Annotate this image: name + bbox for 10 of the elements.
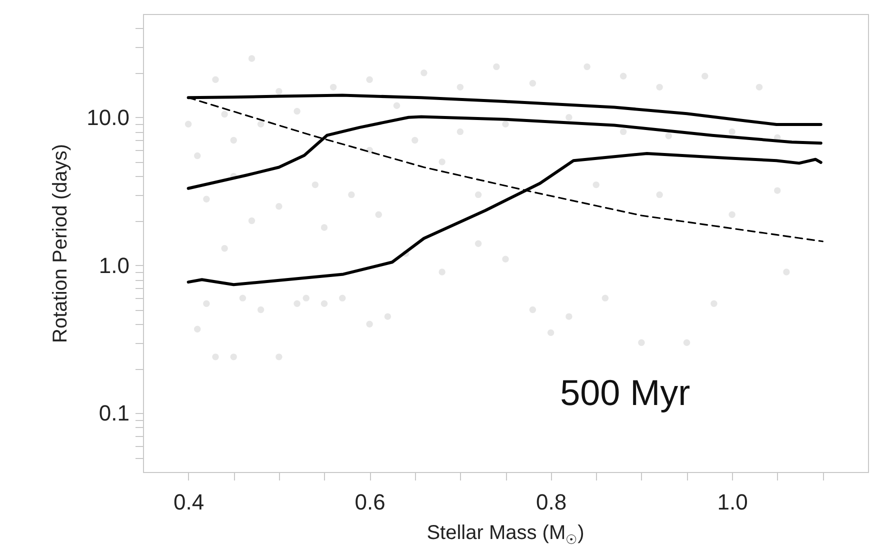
y-tick-label: 1.0	[98, 252, 130, 278]
y-tick-label: 0.1	[98, 400, 130, 426]
x-tick-label: 0.6	[354, 490, 386, 514]
x-tick-label: 0.8	[536, 490, 567, 514]
x-axis-title: Stellar Mass (M$_{☉}$)	[426, 522, 586, 547]
annotation: 500 Myr	[560, 372, 690, 414]
y-tick-label: 10.0	[86, 104, 130, 130]
y-axis-title: Rotation Period (days)	[50, 144, 72, 343]
x-tick-label: 1.0	[717, 490, 748, 514]
x-tick-label: 0.4	[174, 490, 204, 514]
